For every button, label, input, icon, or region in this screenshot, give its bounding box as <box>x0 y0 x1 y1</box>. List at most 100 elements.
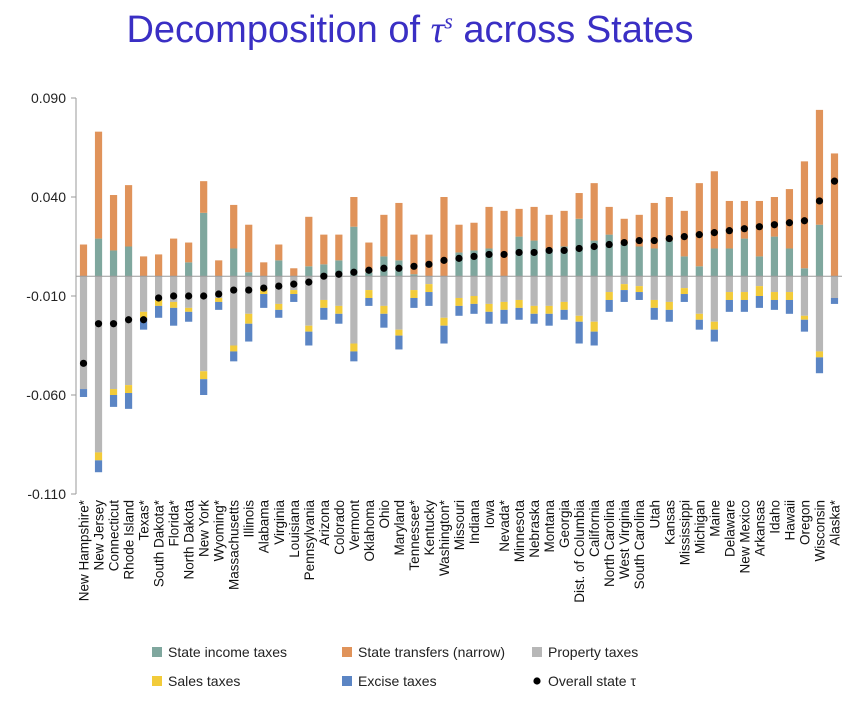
overall-point-mississippi <box>680 233 688 241</box>
overall-point-maine <box>710 229 718 237</box>
bar-sales-new-york <box>200 371 208 380</box>
overall-point-north-dakota <box>185 292 193 300</box>
bar-transfers-idaho <box>770 197 779 237</box>
bar-excise-south-carolina <box>635 292 643 300</box>
legend-label-overall: Overall state τ <box>548 673 636 689</box>
overall-point-minnesota <box>515 248 523 257</box>
x-tick-label: Arizona <box>317 500 332 546</box>
bar-property-iowa <box>485 276 493 304</box>
x-tick-label: Montana <box>542 500 557 553</box>
bar-sales-south-carolina <box>635 286 643 293</box>
overall-point-new-york <box>200 292 208 300</box>
bar-sales-minnesota <box>515 299 523 308</box>
x-tick-label: South Dakota* <box>152 499 167 587</box>
bar-income-massachusetts <box>230 248 238 277</box>
bar-transfers-louisiana <box>290 268 298 277</box>
bar-excise-mississippi <box>680 294 688 302</box>
x-tick-label: New Hampshire* <box>77 499 92 601</box>
bar-income-oklahoma <box>365 272 373 277</box>
bar-transfers-south-carolina <box>635 214 643 247</box>
bar-sales-idaho <box>770 292 779 300</box>
overall-point-california <box>590 242 598 251</box>
bar-property-maryland <box>395 276 403 330</box>
bar-transfers-kansas <box>665 197 673 241</box>
bar-transfers-west-virginia <box>620 218 628 245</box>
x-tick-label: Illinois <box>242 500 257 538</box>
bar-income-connecticut <box>109 250 118 277</box>
bar-sales-massachusetts <box>230 345 238 352</box>
bar-transfers-alaska <box>830 153 839 277</box>
bar-property-north-dakota <box>185 276 193 308</box>
bar-sales-virginia <box>275 303 283 310</box>
bar-property-connecticut <box>109 276 118 390</box>
bar-transfers-florida <box>170 238 178 277</box>
bar-excise-ohio <box>380 313 388 328</box>
bar-excise-nebraska <box>530 313 538 324</box>
overall-point-idaho <box>770 221 779 229</box>
x-axis-labels: New Hampshire* New Jersey Connecticut Rhode… <box>77 499 843 603</box>
bar-income-virginia <box>275 260 283 277</box>
bar-income-utah <box>650 248 658 277</box>
bar-sales-mississippi <box>680 288 688 295</box>
bar-income-new-york <box>200 212 208 277</box>
bar-excise-virginia <box>275 309 283 318</box>
x-tick-label: Rhode Island <box>122 500 137 580</box>
bar-sales-washington <box>440 317 448 326</box>
bar-excise-illinois <box>245 323 253 342</box>
bar-sales-california <box>590 321 598 332</box>
bar-property-montana <box>545 276 553 306</box>
bar-transfers-wyoming <box>215 260 223 277</box>
bar-property-ohio <box>380 276 388 306</box>
overall-point-massachusetts <box>230 286 238 294</box>
bar-property-delaware <box>725 276 733 293</box>
title-tau-symbol: τ <box>430 9 445 51</box>
x-tick-label: Indiana <box>467 500 482 545</box>
bar-transfers-north-dakota <box>185 242 193 263</box>
x-tick-label: Washington* <box>437 499 452 576</box>
bar-transfers-connecticut <box>109 195 118 251</box>
bar-transfers-oregon <box>800 161 809 269</box>
bar-income-delaware <box>725 248 733 277</box>
bar-excise-nevada <box>500 309 508 324</box>
x-tick-label: Alabama <box>257 500 272 554</box>
bar-transfers-north-carolina <box>605 206 613 235</box>
bar-excise-delaware <box>725 299 733 312</box>
bar-transfers-alabama <box>260 262 268 277</box>
bar-income-hawaii <box>785 248 794 277</box>
bar-property-nevada <box>500 276 508 302</box>
legend-swatch-property <box>532 647 542 657</box>
x-tick-label: New Mexico <box>737 500 752 574</box>
overall-dots-layer <box>79 177 839 367</box>
bar-excise-california <box>590 331 598 346</box>
bar-transfers-minnesota <box>515 208 523 237</box>
bar-excise-hawaii <box>785 299 794 314</box>
bar-sales-west-virginia <box>620 284 628 291</box>
bar-transfers-washington <box>440 197 448 277</box>
bar-income-rhode-island <box>124 246 133 277</box>
bar-income-north-dakota <box>185 262 193 277</box>
bar-sales-hawaii <box>785 292 794 300</box>
legend: State income taxes State transfers (narro… <box>152 644 638 689</box>
overall-point-delaware <box>725 227 733 235</box>
bar-property-wisconsin <box>815 276 824 352</box>
overall-point-arkansas <box>755 223 763 231</box>
bar-sales-pennsylvania <box>305 325 313 332</box>
bar-transfers-south-dakota <box>155 254 163 277</box>
bar-excise-alaska <box>830 297 839 304</box>
overall-point-ohio <box>380 264 388 272</box>
x-tick-label: Nevada* <box>497 499 512 552</box>
overall-point-washington <box>440 256 448 264</box>
bar-excise-utah <box>650 307 658 320</box>
bar-sales-michigan <box>695 313 703 320</box>
bar-transfers-nebraska <box>530 206 538 241</box>
bar-excise-wisconsin <box>815 357 824 374</box>
legend-label-income: State income taxes <box>168 644 287 660</box>
bar-sales-maryland <box>395 329 403 336</box>
bar-transfers-wisconsin <box>815 109 824 225</box>
bar-excise-iowa <box>485 311 493 324</box>
x-tick-label: Wisconsin <box>812 500 827 562</box>
overall-point-montana <box>545 246 553 255</box>
bar-property-rhode-island <box>124 276 133 386</box>
overall-point-nevada <box>500 250 508 259</box>
overall-point-kentucky <box>425 260 433 268</box>
